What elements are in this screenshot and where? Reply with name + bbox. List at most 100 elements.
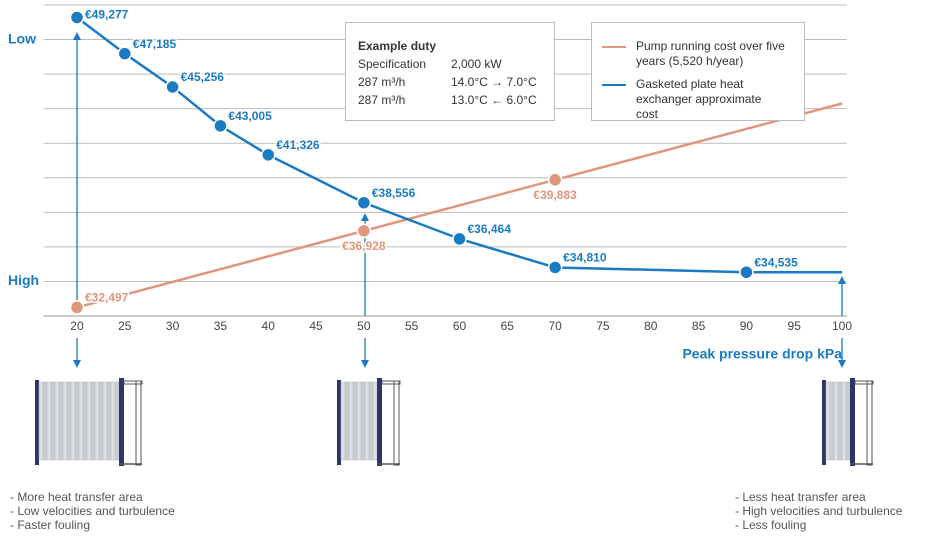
x-tick-label: 50 [357, 319, 371, 333]
duty-title: Example duty [358, 39, 542, 53]
plate [75, 382, 79, 460]
plate [357, 382, 361, 460]
plate [39, 382, 43, 460]
legend-label: Gasketed plate heat exchanger approximat… [636, 77, 786, 122]
plate [842, 382, 846, 460]
note-line: - Less fouling [735, 518, 902, 532]
plate [353, 382, 357, 460]
value-label: €45,256 [181, 70, 225, 84]
legend-entry: Pump running cost over five years (5,520… [602, 39, 794, 69]
plate [95, 382, 99, 460]
x-tick-label: 90 [740, 319, 754, 333]
plate [826, 382, 830, 460]
data-point [70, 11, 83, 24]
x-tick-label: 85 [692, 319, 706, 333]
plate [349, 382, 353, 460]
data-point [70, 301, 83, 314]
value-label: €43,005 [228, 109, 272, 123]
heat-exchanger-illustration [822, 378, 873, 466]
x-tick-label: 95 [788, 319, 802, 333]
plate [107, 382, 111, 460]
duty-cell: 287 m³/h [358, 73, 451, 91]
plate [830, 382, 834, 460]
x-tick-label: 25 [118, 319, 132, 333]
plate [115, 382, 119, 460]
arrow-head [361, 360, 369, 368]
data-point [118, 47, 131, 60]
legend-label: Pump running cost over five years (5,520… [636, 39, 786, 69]
plate [99, 382, 103, 460]
note-line: - High velocities and turbulence [735, 504, 902, 518]
notes-left: - More heat transfer area- Low velocitie… [10, 490, 175, 532]
x-tick-label: 70 [548, 319, 562, 333]
plate [87, 382, 91, 460]
value-label: €34,810 [563, 251, 607, 265]
value-label: €49,277 [85, 8, 129, 22]
plate [341, 382, 345, 460]
page: LowHigh202530354045505560657075808590951… [0, 0, 929, 537]
y-tick-label: High [8, 272, 39, 288]
plate [79, 382, 83, 460]
x-tick-label: 100 [832, 319, 852, 333]
plate [55, 382, 59, 460]
frame-stand [136, 381, 141, 465]
plate [846, 382, 850, 460]
x-tick-label: 60 [453, 319, 467, 333]
duty-cell: 13.0°C ← 6.0°C [451, 91, 537, 109]
plate [103, 382, 107, 460]
arrow-head [838, 276, 846, 284]
notes-right: - Less heat transfer area- High velociti… [735, 490, 902, 532]
plate [838, 382, 842, 460]
plate [71, 382, 75, 460]
data-point [214, 119, 227, 132]
frame-stand [867, 381, 872, 465]
frame-post [822, 380, 826, 465]
data-point [549, 173, 562, 186]
x-tick-label: 40 [262, 319, 276, 333]
plate [43, 382, 47, 460]
plate [369, 382, 373, 460]
x-tick-label: 55 [405, 319, 419, 333]
x-tick-label: 75 [596, 319, 610, 333]
plate [111, 382, 115, 460]
value-label: €39,883 [533, 188, 577, 202]
plate [67, 382, 71, 460]
frame-plate [119, 378, 124, 466]
data-point [357, 224, 370, 237]
heat-exchanger-illustration [35, 378, 142, 466]
arrow-head [73, 32, 81, 40]
data-point [549, 261, 562, 274]
data-point [740, 266, 753, 279]
note-line: - More heat transfer area [10, 490, 175, 504]
plate [365, 382, 369, 460]
duty-cell: 2,000 kW [451, 55, 502, 73]
plate [83, 382, 87, 460]
legend-swatch [602, 84, 626, 86]
legend: Pump running cost over five years (5,520… [591, 22, 805, 121]
heat-exchanger-illustration [337, 378, 400, 466]
frame-stand [394, 381, 399, 465]
x-tick-label: 35 [214, 319, 228, 333]
legend-entry: Gasketed plate heat exchanger approximat… [602, 77, 794, 122]
duty-row: 287 m³/h14.0°C → 7.0°C [358, 73, 542, 91]
plate [345, 382, 349, 460]
value-label: €41,326 [276, 138, 320, 152]
plate [47, 382, 51, 460]
x-tick-label: 80 [644, 319, 658, 333]
plate [834, 382, 838, 460]
series-line [77, 103, 842, 307]
arrow-head [73, 360, 81, 368]
value-label: €32,497 [85, 291, 129, 305]
legend-swatch [602, 46, 626, 48]
plate [59, 382, 63, 460]
x-tick-label: 30 [166, 319, 180, 333]
value-label: €36,928 [342, 239, 386, 253]
frame-plate [377, 378, 382, 466]
value-label: €34,535 [754, 255, 798, 269]
data-point [357, 196, 370, 209]
plate [373, 382, 377, 460]
x-axis-label: Peak pressure drop kPa [682, 346, 842, 362]
